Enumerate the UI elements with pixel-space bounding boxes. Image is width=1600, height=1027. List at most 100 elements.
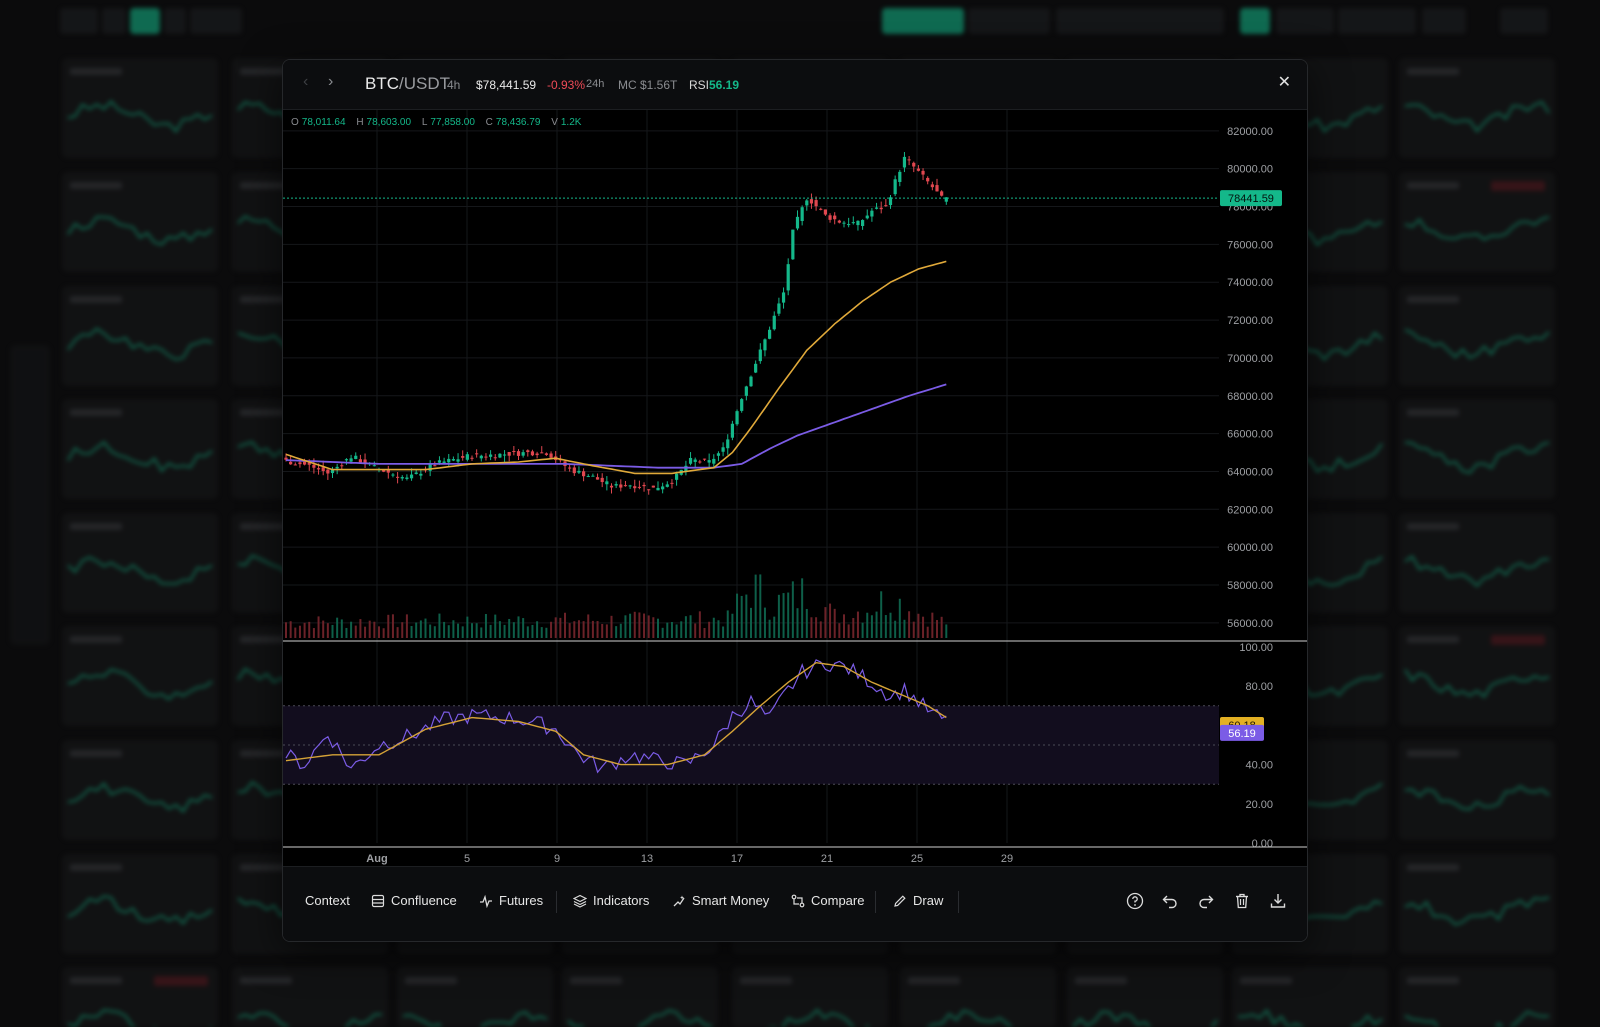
- layers-icon: [573, 894, 587, 908]
- candle-body: [535, 453, 539, 456]
- volume-bar: [889, 612, 892, 638]
- volume-bar: [917, 613, 920, 638]
- trash-icon[interactable]: [1232, 891, 1252, 911]
- candle-body: [944, 197, 948, 202]
- volume-bar: [308, 621, 311, 638]
- chart-modal: ‹ › BTC/USDT 4h $78,441.59 -0.93% 24h MC…: [282, 59, 1308, 942]
- volume-bar: [726, 610, 729, 638]
- candle-body: [405, 477, 409, 479]
- volume-bar: [359, 619, 362, 638]
- candle-body: [623, 485, 628, 487]
- chevron-right-icon[interactable]: ›: [328, 73, 334, 90]
- volume-bar: [843, 614, 845, 638]
- market-cap-label: MC $1.56T: [618, 78, 678, 92]
- close-icon[interactable]: ✕: [1277, 74, 1291, 91]
- volume-bar: [424, 618, 427, 638]
- sparkle-icon: [673, 895, 685, 906]
- volume-bar: [545, 627, 548, 638]
- candle-body: [451, 459, 455, 461]
- price-axis-tick: 74000.00: [1227, 277, 1273, 289]
- volume-bar: [373, 621, 376, 638]
- candle-body: [614, 484, 618, 486]
- ohlc-open: 78,011.64: [301, 117, 346, 128]
- price-axis-tick: 80000.00: [1227, 164, 1273, 176]
- candle-body: [433, 465, 437, 467]
- ohlc-high: 78,603.00: [366, 117, 412, 128]
- candle-body: [879, 207, 883, 210]
- volume-bar: [582, 621, 585, 638]
- candle-body: [289, 461, 293, 465]
- chevron-left-icon[interactable]: ‹: [303, 73, 309, 90]
- background-card: [1399, 626, 1555, 726]
- volume-bar: [382, 628, 385, 638]
- candle-body: [516, 451, 521, 456]
- chart-area[interactable]: 82000.00 80000.00 78000.00 76000.00 74000.00…: [283, 110, 1307, 900]
- candle-body: [851, 222, 855, 224]
- compare-button[interactable]: Compare: [791, 893, 864, 908]
- candle-body: [823, 209, 827, 215]
- volume-bar: [894, 620, 897, 638]
- rsi-value: 56.19: [709, 78, 740, 92]
- price-axis-tick: 68000.00: [1227, 391, 1273, 403]
- price-axis-tick: 60000.00: [1227, 542, 1273, 554]
- volume-bar: [903, 619, 906, 638]
- volume-bar: [782, 593, 785, 638]
- volume-bar: [596, 621, 599, 638]
- redo-icon[interactable]: [1196, 891, 1216, 911]
- modal-header: ‹ › BTC/USDT 4h $78,441.59 -0.93% 24h MC…: [283, 60, 1307, 110]
- volume-bar: [773, 616, 776, 638]
- volume-bar: [838, 623, 841, 638]
- volume-bar: [410, 626, 413, 638]
- moving-average-slow: [285, 383, 947, 469]
- undo-icon[interactable]: [1160, 891, 1180, 911]
- volume-bar: [856, 611, 859, 638]
- price-label: $78,441.59: [476, 78, 537, 92]
- background-card: [1067, 967, 1223, 1027]
- candle-body: [814, 200, 818, 207]
- candle-body: [819, 208, 823, 210]
- price-axis-tick: 72000.00: [1227, 315, 1273, 327]
- candle-body: [344, 459, 349, 461]
- candle-body: [526, 450, 530, 453]
- confluence-button[interactable]: Confluence: [371, 893, 457, 908]
- candle-body: [479, 455, 483, 459]
- toolbar-divider: [958, 891, 959, 913]
- background-card: [1399, 399, 1555, 499]
- volume-bar: [708, 621, 711, 638]
- volume-bar: [866, 612, 869, 638]
- time-axis-tick: 25: [911, 853, 923, 865]
- context-button[interactable]: Context: [305, 893, 350, 908]
- candle-body: [842, 222, 846, 224]
- volume-bar: [768, 619, 771, 638]
- volume-bar: [745, 594, 748, 638]
- candle-body: [340, 465, 344, 467]
- volume-bar: [508, 618, 511, 638]
- download-icon[interactable]: [1268, 891, 1288, 911]
- futures-button[interactable]: Futures: [479, 893, 543, 908]
- indicators-button[interactable]: Indicators: [573, 893, 649, 908]
- volume-bar: [447, 625, 450, 638]
- rsi-value: 56.19: [1228, 728, 1256, 740]
- volume-bar: [824, 607, 827, 638]
- volume-bar: [587, 614, 590, 638]
- volume-bar: [791, 581, 794, 638]
- candle-body: [414, 472, 418, 474]
- help-circle-icon[interactable]: [1125, 891, 1145, 911]
- volume-bar: [666, 622, 669, 638]
- volume-bar: [350, 621, 353, 638]
- time-axis-tick: 17: [731, 853, 743, 865]
- candle-body: [456, 459, 460, 462]
- smart-money-button[interactable]: Smart Money: [672, 893, 769, 908]
- volume-bar: [503, 624, 506, 638]
- volume-bar: [936, 620, 938, 638]
- volume-bar: [633, 611, 636, 638]
- candle-body: [521, 452, 525, 456]
- candle-body: [809, 199, 814, 204]
- volume-bar: [689, 615, 692, 638]
- price-chart-svg[interactable]: 82000.0080000.0078000.0076000.0074000.00…: [283, 110, 1307, 865]
- candle-body: [828, 215, 832, 220]
- volume-bar: [652, 617, 655, 638]
- candle-body: [354, 455, 358, 460]
- draw-button[interactable]: Draw: [893, 893, 943, 908]
- candle-body: [754, 363, 758, 373]
